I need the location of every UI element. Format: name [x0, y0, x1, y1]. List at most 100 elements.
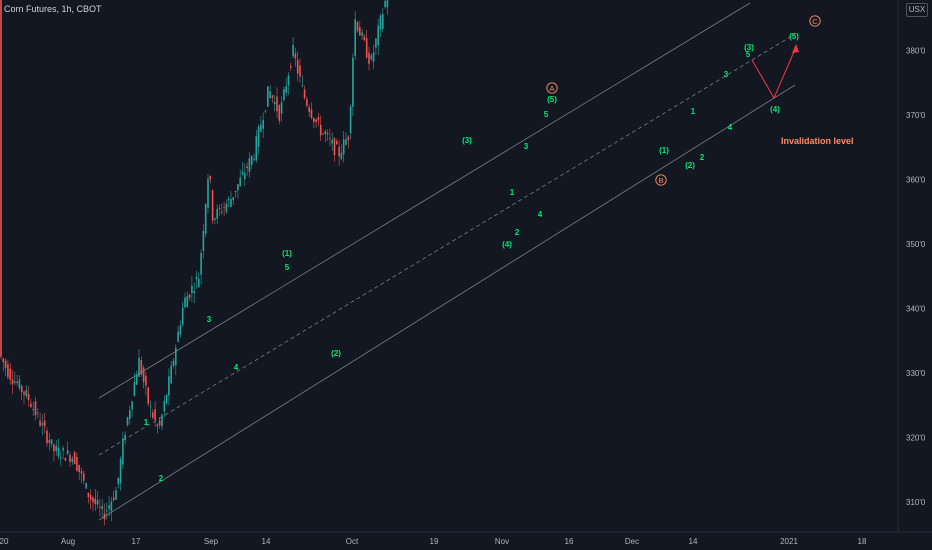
candle-body	[308, 107, 310, 112]
wave-label: (4)	[502, 240, 512, 249]
candle-body	[200, 252, 202, 275]
price-tick-label: 370'0	[906, 111, 926, 120]
time-tick-label: 19	[430, 537, 439, 546]
wave-label: 1	[144, 418, 149, 427]
price-tick-label: 310'0	[906, 498, 926, 507]
candle-body	[250, 155, 253, 165]
candle-body	[232, 197, 235, 201]
candle-body	[138, 357, 140, 377]
price-tick-label: 360'0	[906, 176, 926, 185]
candle-body	[175, 347, 177, 366]
channel-median-line	[98, 33, 796, 456]
candle-body	[140, 360, 143, 375]
candle-body	[50, 439, 53, 445]
symbol-title: Corn Futures, 1h, CBOT	[4, 4, 102, 14]
candle-body	[73, 452, 76, 465]
candle-body	[112, 497, 115, 501]
time-tick-label: Aug	[61, 537, 75, 546]
candle-body	[60, 457, 62, 459]
candle-body	[43, 420, 46, 427]
currency-badge[interactable]: USX	[906, 3, 928, 17]
candle-body	[37, 412, 39, 414]
candle-body	[365, 38, 368, 58]
candle-body	[294, 53, 297, 59]
wave-label: 5	[544, 110, 549, 119]
candle-body	[99, 506, 101, 508]
candle-body	[202, 230, 205, 251]
invalidation-level-label: Invalidation level	[781, 136, 854, 146]
candle-body	[324, 131, 327, 135]
abc-label-text: C	[812, 17, 818, 26]
candle-body	[30, 403, 32, 408]
candle-body	[218, 208, 221, 209]
candle-body	[55, 445, 57, 452]
candle-body	[361, 32, 363, 36]
time-tick-label: 17	[132, 537, 141, 546]
time-tick-label: Nov	[495, 537, 509, 546]
candlestick-series	[0, 0, 389, 526]
candle-body	[299, 65, 301, 77]
wave-label: 3	[724, 70, 729, 79]
candle-body	[85, 483, 87, 489]
price-tick-label: 320'0	[906, 434, 926, 443]
candle-body	[32, 409, 34, 410]
candle-body	[9, 368, 11, 380]
candle-body	[331, 139, 333, 144]
candle-body	[322, 133, 324, 135]
candle-body	[94, 498, 97, 504]
wave-label: 2	[159, 474, 164, 483]
candle-body	[161, 414, 163, 427]
abc-label-text: B	[658, 176, 663, 185]
wave-label: (1)	[659, 146, 669, 155]
wave-label: 5	[285, 263, 290, 272]
time-tick-label: 14	[262, 537, 271, 546]
candle-body	[234, 190, 237, 192]
candle-body	[14, 381, 16, 384]
candle-body	[41, 423, 44, 426]
candle-body	[46, 430, 48, 444]
candle-body	[359, 27, 361, 36]
candle-body	[354, 19, 356, 57]
time-tick-label: 18	[858, 537, 867, 546]
candle-body	[273, 102, 276, 105]
price-tick-label: 340'0	[906, 305, 926, 314]
candle-body	[4, 360, 7, 369]
time-axis[interactable]: 20 Aug 17 Sep 14 Oct 19 Nov 16 Dec 14 2021 18	[0, 531, 932, 546]
time-tick-label: Dec	[625, 537, 639, 546]
candle-body	[271, 95, 274, 99]
candle-body	[338, 146, 340, 157]
candle-body	[317, 117, 320, 121]
candle-body	[115, 490, 117, 500]
candle-body	[48, 440, 51, 443]
abc-label-text: A	[549, 84, 554, 93]
candle-body	[168, 376, 170, 396]
candle-body	[27, 393, 30, 400]
candle-body	[53, 444, 55, 452]
candle-body	[280, 102, 283, 114]
candle-body	[345, 139, 347, 145]
candle-body	[377, 25, 379, 46]
candle-body	[186, 296, 189, 308]
wave-label: 4	[538, 210, 543, 219]
time-tick-label: 20	[0, 537, 9, 546]
abc-label-circle	[546, 82, 558, 94]
candle-body	[103, 513, 106, 520]
candle-body	[165, 394, 168, 404]
candle-body	[122, 438, 124, 465]
candle-body	[370, 55, 373, 60]
candle-body	[23, 391, 25, 395]
abc-label-circle	[809, 15, 821, 27]
candle-body	[181, 307, 184, 325]
wave-label: (5)	[547, 95, 557, 104]
candle-body	[129, 410, 131, 420]
candle-body	[306, 99, 308, 106]
candle-body	[260, 124, 262, 132]
candle-body	[276, 96, 278, 112]
candle-body	[342, 139, 345, 155]
candle-body	[131, 401, 133, 410]
price-axis[interactable]: 460'0450'0420'0410'0400'0390'0380'0370'0…	[897, 0, 932, 532]
time-tick-label: 2021	[780, 537, 798, 546]
candle-body	[336, 141, 338, 145]
candle-body	[163, 400, 166, 412]
